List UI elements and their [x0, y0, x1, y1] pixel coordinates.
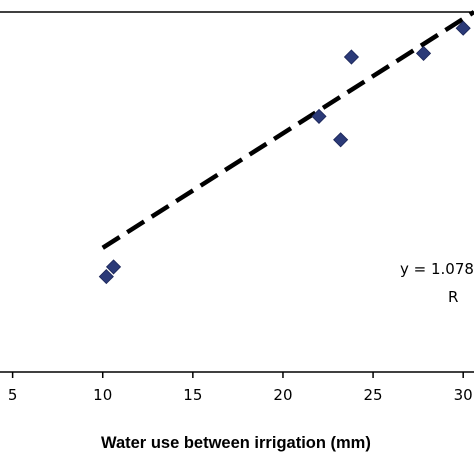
r-squared-label: R: [448, 288, 458, 306]
data-point: [105, 259, 122, 275]
x-tick-label: 20: [273, 386, 292, 404]
x-axis-title: Water use between irrigation (mm): [101, 434, 371, 452]
data-point: [98, 269, 114, 285]
trend-line: [101, 10, 474, 250]
data-point: [333, 132, 349, 148]
data-point: [455, 20, 471, 36]
x-tick-label: 10: [93, 386, 112, 404]
data-point: [415, 45, 432, 61]
x-tick-label: 30: [454, 386, 473, 404]
data-point: [343, 49, 360, 65]
trend-equation: y = 1.078: [400, 260, 474, 278]
x-tick-label: 15: [183, 386, 202, 404]
x-tick-label: 5: [8, 386, 18, 404]
data-point: [311, 108, 327, 124]
x-tick-label: 25: [364, 386, 383, 404]
plot-frame: [0, 11, 474, 373]
